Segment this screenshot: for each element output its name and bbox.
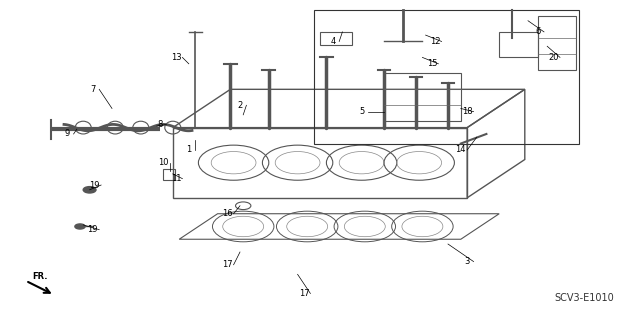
- Text: 11: 11: [171, 174, 181, 183]
- Text: 8: 8: [157, 120, 163, 129]
- Bar: [314, 10, 579, 144]
- Text: 14: 14: [456, 145, 466, 154]
- Text: 2: 2: [237, 101, 243, 110]
- Text: 13: 13: [171, 53, 181, 62]
- Text: 19: 19: [88, 225, 98, 234]
- Text: 9: 9: [65, 130, 70, 138]
- Text: 7: 7: [90, 85, 95, 94]
- Text: 20: 20: [548, 53, 559, 62]
- Text: 3: 3: [465, 257, 470, 266]
- Circle shape: [83, 187, 96, 193]
- Text: 15: 15: [427, 59, 437, 68]
- Text: 17: 17: [299, 289, 309, 298]
- Text: 19: 19: [90, 181, 100, 189]
- Text: SCV3-E1010: SCV3-E1010: [555, 293, 614, 303]
- Bar: [384, 73, 461, 121]
- Bar: [163, 169, 175, 180]
- Text: 4: 4: [330, 37, 335, 46]
- Text: 17: 17: [222, 260, 232, 269]
- Bar: [499, 32, 538, 57]
- Text: 6: 6: [535, 27, 540, 36]
- Text: 10: 10: [158, 158, 168, 167]
- Text: 1: 1: [186, 145, 191, 154]
- Text: FR.: FR.: [32, 272, 47, 281]
- Text: 16: 16: [222, 209, 232, 218]
- Bar: [320, 32, 352, 45]
- Text: 12: 12: [430, 37, 440, 46]
- Text: 18: 18: [462, 107, 472, 116]
- Circle shape: [75, 224, 85, 229]
- Text: 5: 5: [359, 107, 364, 116]
